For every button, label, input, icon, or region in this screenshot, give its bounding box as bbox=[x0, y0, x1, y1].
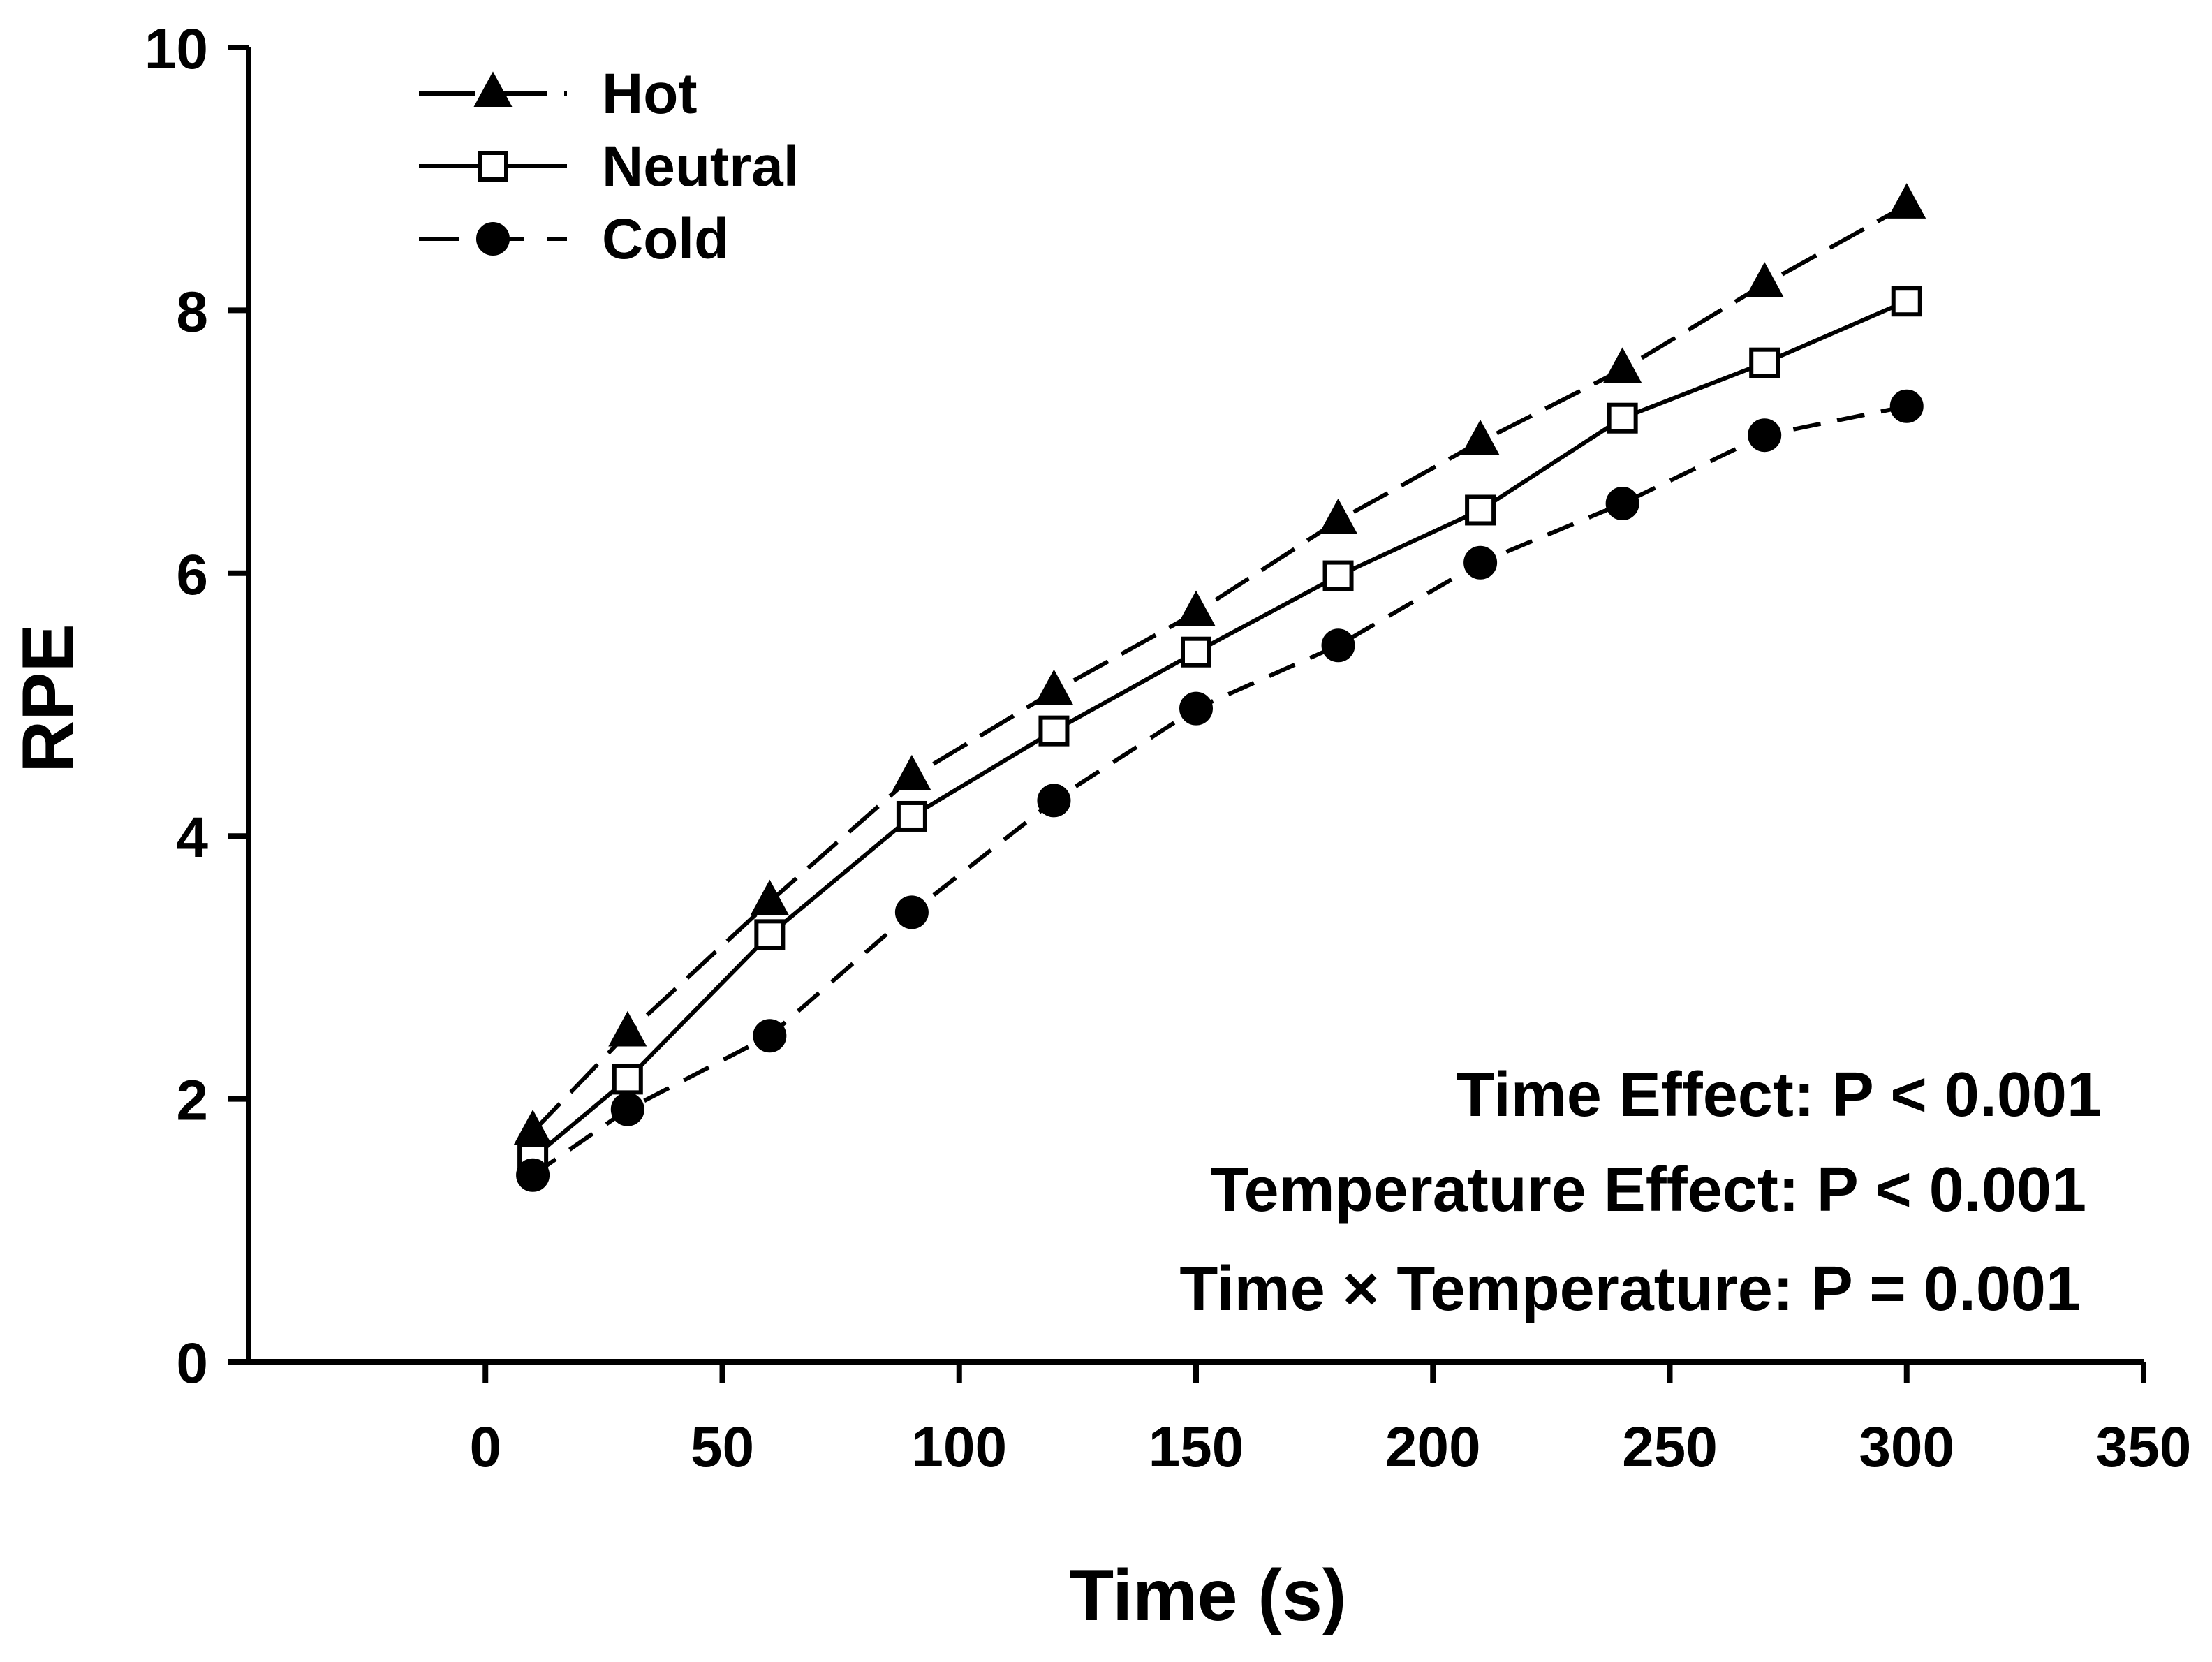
x-axis-ticks: 0 50 100 150 200 250 300 350 bbox=[469, 1362, 2191, 1479]
data-point-neutral-90 bbox=[896, 800, 927, 832]
data-point-neutral-30 bbox=[612, 1064, 643, 1095]
annotation-time-effect: Time Effect: P < 0.001 bbox=[1456, 1060, 2102, 1130]
legend-label-hot: Hot bbox=[602, 62, 698, 126]
data-point-neutral-150 bbox=[1181, 636, 1211, 668]
data-point-cold-180 bbox=[1321, 628, 1355, 663]
x-tick-label-300: 300 bbox=[1859, 1415, 1954, 1479]
legend-marker-cold bbox=[476, 222, 510, 256]
data-point-cold-210 bbox=[1463, 545, 1498, 580]
y-axis-ticks: 0 2 4 6 8 10 bbox=[145, 17, 249, 1395]
data-point-neutral-240 bbox=[1607, 402, 1638, 434]
x-axis-title: Time (s) bbox=[1070, 1555, 1347, 1636]
series-line-hot bbox=[531, 203, 1908, 1133]
x-tick-label-250: 250 bbox=[1622, 1415, 1718, 1479]
legend: Hot Neutral Cold bbox=[419, 62, 799, 271]
x-tick-label-100: 100 bbox=[911, 1415, 1007, 1479]
x-tick-label-350: 350 bbox=[2096, 1415, 2192, 1479]
x-tick-label-50: 50 bbox=[691, 1415, 754, 1479]
data-point-cold-60 bbox=[753, 1019, 787, 1053]
y-tick-label-4: 4 bbox=[176, 806, 208, 869]
series-layer bbox=[513, 183, 1926, 1192]
legend-marker-neutral bbox=[478, 151, 508, 182]
data-point-cold-120 bbox=[1037, 784, 1071, 818]
series-line-neutral bbox=[531, 299, 1908, 1160]
data-point-hot-120 bbox=[1034, 669, 1073, 705]
data-point-cold-240 bbox=[1605, 487, 1639, 521]
x-tick-label-200: 200 bbox=[1385, 1415, 1481, 1479]
annotation-temperature-effect: Temperature Effect: P < 0.001 bbox=[1210, 1155, 2086, 1225]
data-point-hot-180 bbox=[1319, 498, 1358, 534]
y-axis-title: RPE bbox=[8, 624, 89, 773]
data-point-neutral-210 bbox=[1465, 494, 1496, 526]
data-point-hot-210 bbox=[1461, 419, 1500, 455]
data-point-cold-270 bbox=[1748, 418, 1782, 453]
data-point-hot-270 bbox=[1745, 262, 1784, 297]
legend-label-cold: Cold bbox=[602, 207, 729, 271]
data-point-hot-30 bbox=[608, 1010, 647, 1047]
data-point-neutral-120 bbox=[1038, 715, 1070, 747]
legend-marker-hot bbox=[473, 71, 513, 107]
y-tick-label-2: 2 bbox=[176, 1069, 208, 1133]
data-point-hot-240 bbox=[1603, 347, 1642, 383]
data-point-hot-150 bbox=[1177, 590, 1216, 626]
x-tick-label-150: 150 bbox=[1149, 1415, 1244, 1479]
data-point-neutral-60 bbox=[754, 919, 786, 950]
y-tick-label-0: 0 bbox=[176, 1332, 208, 1395]
data-point-hot-300 bbox=[1887, 183, 1926, 219]
data-point-hot-90 bbox=[892, 754, 931, 790]
data-point-cold-10 bbox=[516, 1158, 550, 1192]
x-tick-label-0: 0 bbox=[469, 1415, 501, 1479]
y-tick-label-8: 8 bbox=[176, 280, 208, 344]
data-point-hot-60 bbox=[750, 879, 789, 915]
data-point-cold-90 bbox=[894, 895, 929, 929]
data-point-neutral-180 bbox=[1322, 560, 1354, 591]
data-point-cold-150 bbox=[1179, 691, 1213, 726]
y-tick-label-6: 6 bbox=[176, 543, 208, 607]
y-tick-label-10: 10 bbox=[145, 17, 208, 81]
data-point-cold-30 bbox=[610, 1092, 644, 1126]
data-point-cold-300 bbox=[1889, 389, 1924, 423]
data-point-neutral-270 bbox=[1749, 347, 1780, 378]
annotation-interaction: Time × Temperature: P = 0.001 bbox=[1179, 1254, 2081, 1324]
data-point-neutral-300 bbox=[1891, 286, 1922, 317]
legend-label-neutral: Neutral bbox=[602, 135, 799, 198]
